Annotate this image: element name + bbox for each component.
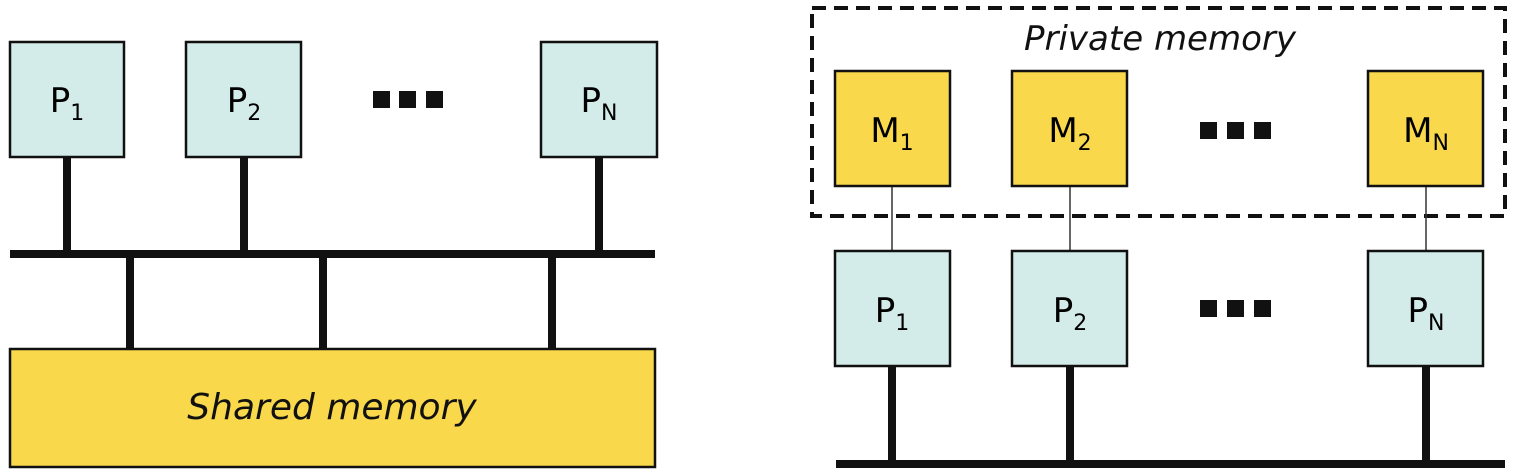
- memory-subscript: 1: [900, 131, 914, 156]
- svg-text:PN: PN: [1408, 291, 1445, 336]
- processor-label: P: [1408, 291, 1429, 331]
- svg-text:P1: P1: [875, 291, 910, 336]
- processor-subscript: 1: [70, 101, 84, 126]
- processor-label: P: [50, 81, 71, 121]
- svg-text:M1: M1: [870, 111, 913, 156]
- processor-box: P1: [8, 40, 126, 159]
- svg-text:M2: M2: [1048, 111, 1091, 156]
- processor-label: P: [875, 291, 896, 331]
- memory-box: M1: [833, 69, 952, 188]
- svg-text:PN: PN: [581, 81, 618, 126]
- processor-subscript: 2: [247, 101, 261, 126]
- svg-text:MN: MN: [1403, 111, 1449, 156]
- processor-box: P1: [833, 249, 952, 368]
- private-memory-group: [810, 6, 1507, 218]
- processor-label: P: [1053, 291, 1074, 331]
- processor-subscript: N: [1428, 311, 1444, 336]
- shared-memory-panel: P1 P2 PN Shared memory: [8, 40, 659, 469]
- memory-box: MN: [1366, 69, 1485, 188]
- ellipsis-icon: [1200, 300, 1271, 317]
- ellipsis-icon: [373, 91, 443, 108]
- processor-box: PN: [539, 40, 659, 159]
- processor-box: PN: [1366, 249, 1485, 368]
- processor-box: P2: [1010, 249, 1129, 368]
- processor-subscript: N: [601, 101, 617, 126]
- memory-subscript: 2: [1078, 131, 1092, 156]
- shared-memory-label: Shared memory: [187, 387, 477, 428]
- private-memory-label: Private memory: [1024, 19, 1297, 59]
- processor-label: P: [581, 81, 602, 121]
- memory-box: M2: [1010, 69, 1129, 188]
- processor-label: P: [227, 81, 248, 121]
- memory-subscript: N: [1432, 131, 1448, 156]
- ellipsis-icon: [1200, 122, 1271, 139]
- memory-label: M: [1403, 111, 1432, 151]
- shared-memory-box: Shared memory: [8, 347, 657, 469]
- svg-text:P1: P1: [50, 81, 85, 126]
- processor-box: P2: [184, 40, 303, 159]
- memory-label: M: [1048, 111, 1077, 151]
- processor-subscript: 1: [895, 311, 909, 336]
- processor-subscript: 2: [1073, 311, 1087, 336]
- private-memory-panel: Private memory M1 M2 MN P1: [810, 6, 1507, 468]
- svg-text:P2: P2: [227, 81, 262, 126]
- svg-text:P2: P2: [1053, 291, 1088, 336]
- memory-label: M: [870, 111, 899, 151]
